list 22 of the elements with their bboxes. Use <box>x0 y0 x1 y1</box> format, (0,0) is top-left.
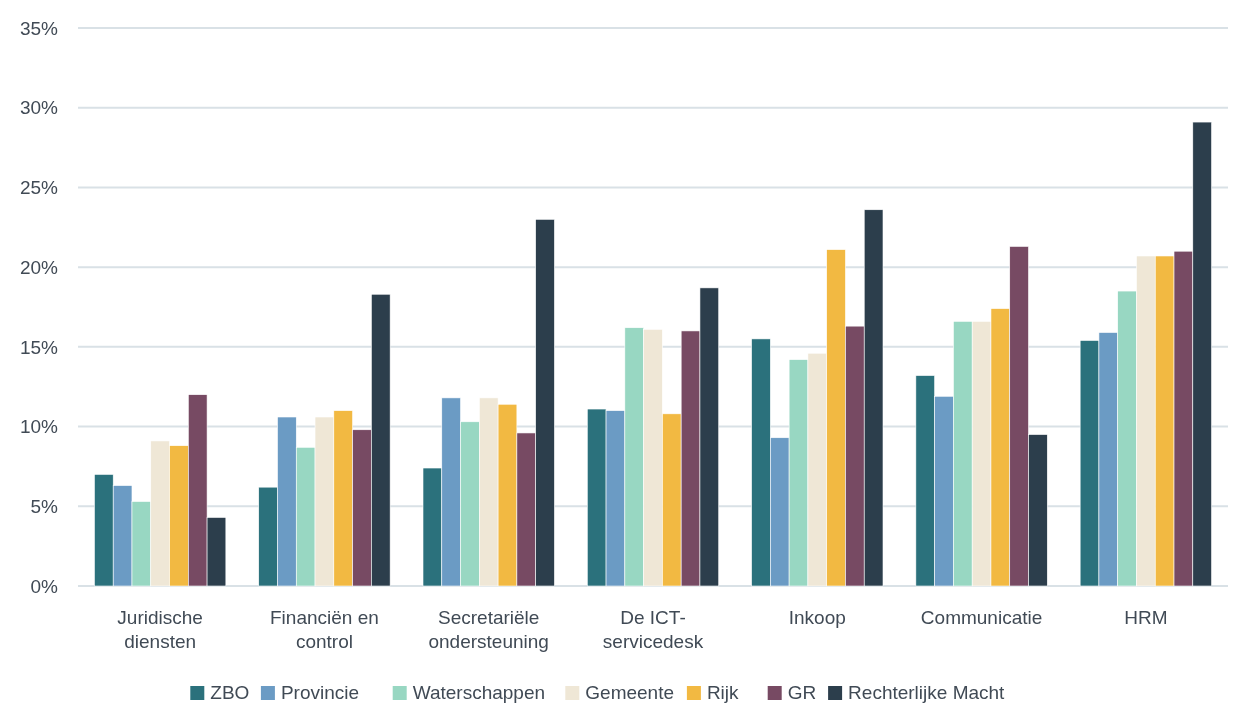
legend-label: Rechterlijke Macht <box>848 682 1006 703</box>
x-tick-label: HRM <box>1124 607 1168 628</box>
y-tick-label: 35% <box>19 17 59 39</box>
y-tick-label: 15% <box>19 336 59 358</box>
y-tick-label: 25% <box>19 177 59 199</box>
legend-label: GR <box>787 682 817 703</box>
y-tick-label: 5% <box>30 495 59 517</box>
x-tick-label: Financiën en control <box>270 607 379 652</box>
legend-label: ZBO <box>210 682 250 703</box>
y-tick-label: 20% <box>19 256 59 278</box>
x-tick-label: Secretariële ondersteuning <box>428 607 549 652</box>
x-tick-label: De ICT-servicedesk <box>602 607 704 652</box>
legend-label: Rijk <box>706 682 740 703</box>
y-tick-label: 0% <box>30 575 59 597</box>
y-tick-label: 30% <box>19 97 59 119</box>
x-tick-label: Juridische diensten <box>117 607 203 652</box>
legend-label: Waterschappen <box>412 682 546 703</box>
x-tick-label: Communicatie <box>920 607 1043 628</box>
y-tick-label: 10% <box>19 416 59 438</box>
legend-label: Provincie <box>280 682 360 703</box>
legend-label: Gemeente <box>585 682 675 703</box>
x-tick-label: Inkoop <box>788 607 846 628</box>
